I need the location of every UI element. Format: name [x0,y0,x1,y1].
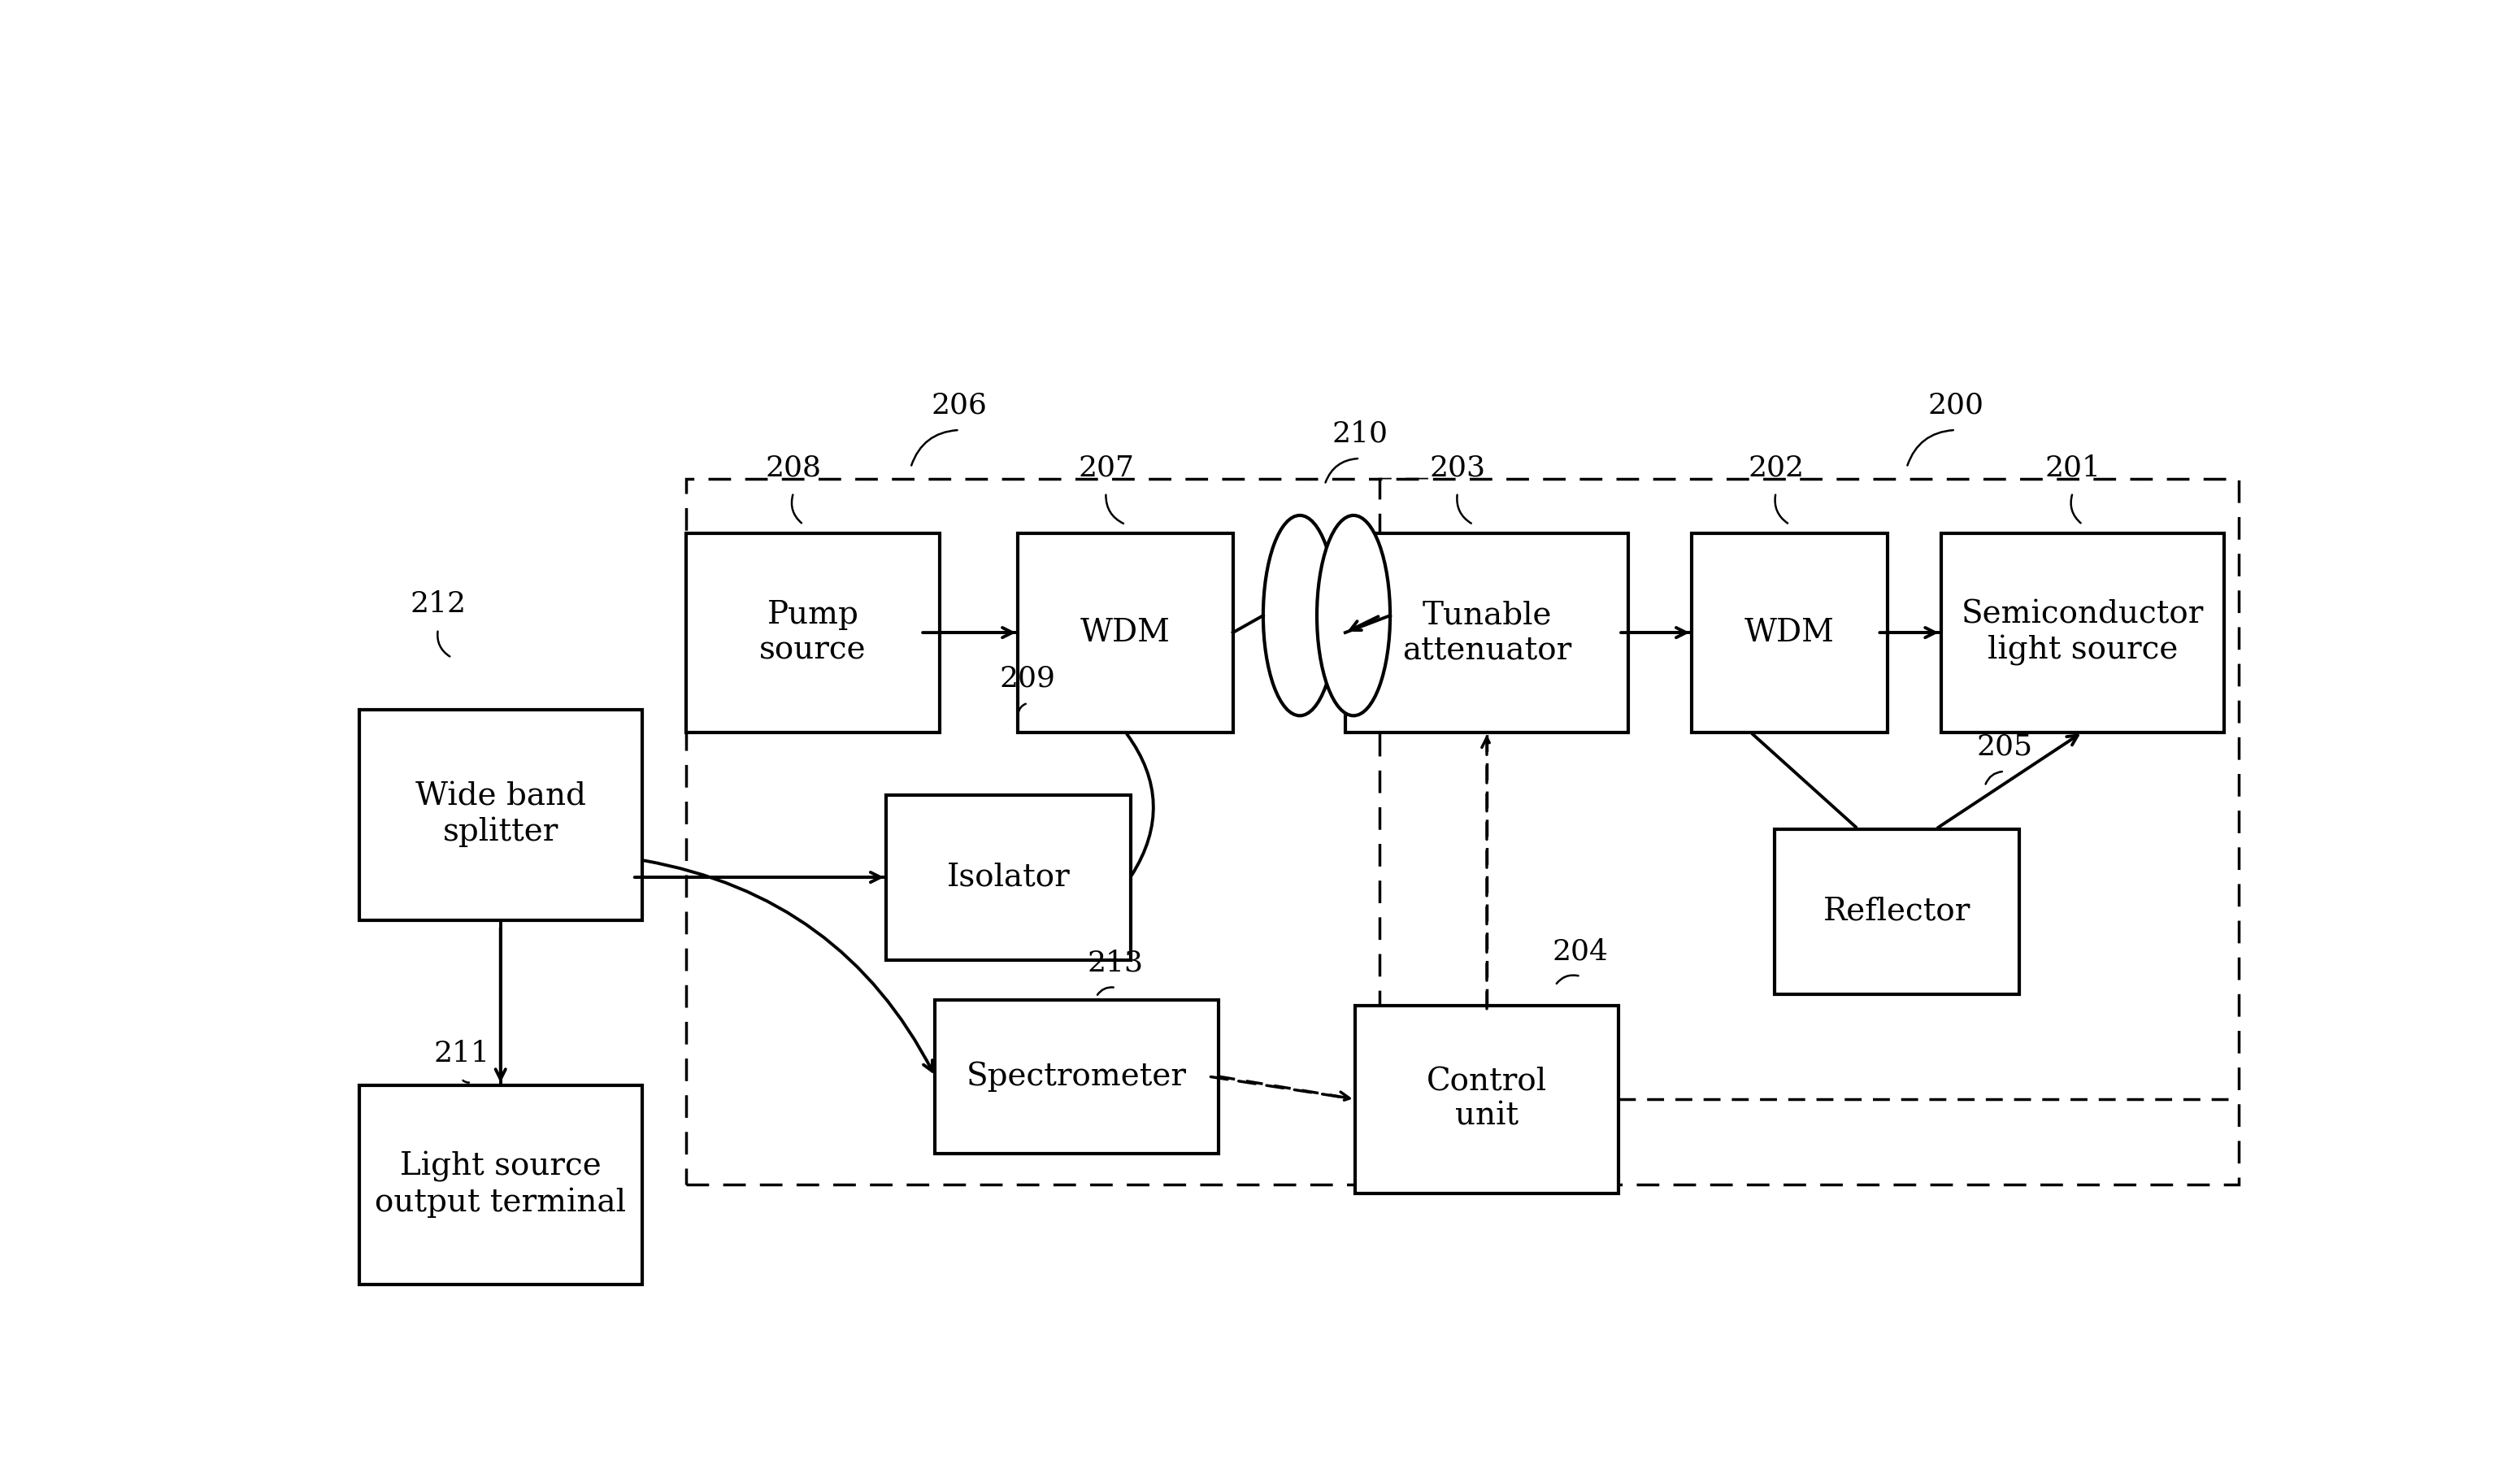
Text: 209: 209 [1000,664,1056,692]
Ellipse shape [1318,516,1391,715]
Text: Spectrometer: Spectrometer [968,1061,1187,1092]
Text: Semiconductor
light source: Semiconductor light source [1961,600,2202,665]
Text: 206: 206 [932,392,988,418]
Bar [935,999,1217,1153]
Text: Pump
source: Pump source [759,600,867,665]
Text: 213: 213 [1089,949,1144,977]
Bar [887,795,1131,959]
Bar [1774,829,2019,993]
Text: 201: 201 [2044,454,2102,482]
Text: Isolator: Isolator [948,862,1071,893]
Text: 200: 200 [1928,392,1983,418]
Bar [685,534,940,732]
Text: Control
unit: Control unit [1426,1067,1547,1132]
Bar [1691,534,1887,732]
Text: 207: 207 [1079,454,1134,482]
Text: Reflector: Reflector [1822,896,1971,927]
Bar [1346,534,1628,732]
Bar [358,1085,643,1284]
Bar [685,479,1439,1184]
Text: Wide band
splitter: Wide band splitter [416,782,585,847]
Text: WDM: WDM [1081,618,1172,647]
Bar [358,709,643,919]
Text: Tunable
attenuator: Tunable attenuator [1401,600,1572,665]
Text: 210: 210 [1331,420,1389,448]
Text: 202: 202 [1749,454,1804,482]
Bar [1378,479,2238,1184]
Text: 211: 211 [433,1041,489,1067]
Text: 204: 204 [1552,937,1608,965]
Bar [1940,534,2225,732]
Text: 212: 212 [411,590,466,618]
Bar [1018,534,1232,732]
Text: 208: 208 [766,454,822,482]
Text: WDM: WDM [1744,618,1835,647]
Text: Light source
output terminal: Light source output terminal [375,1151,625,1218]
Text: 203: 203 [1429,454,1487,482]
Ellipse shape [1263,516,1336,715]
Bar [1356,1005,1618,1193]
Text: 205: 205 [1976,733,2034,760]
